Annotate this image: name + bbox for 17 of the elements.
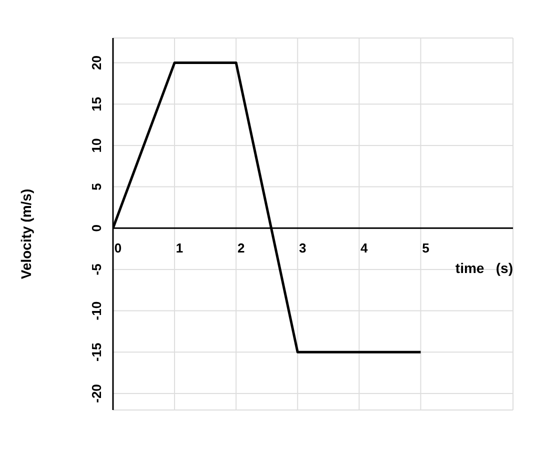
y-tick-label: 15 <box>89 96 104 112</box>
y-tick-label: -5 <box>89 264 104 276</box>
x-tick-label: 0 <box>114 240 122 256</box>
x-tick-label: 5 <box>422 240 430 256</box>
x-tick-label: 3 <box>299 240 306 256</box>
y-tick-label: 5 <box>89 183 104 190</box>
x-tick-label: 4 <box>360 240 369 256</box>
y-tick-label: 20 <box>89 56 104 70</box>
x-tick-label: 1 <box>176 240 184 256</box>
x-tick-label: 2 <box>237 240 245 256</box>
y-tick-label: 10 <box>89 138 104 153</box>
x-axis-title: time (s) <box>455 260 513 276</box>
y-tick-label: -20 <box>89 384 104 403</box>
y-tick-label: -10 <box>89 301 104 320</box>
y-tick-label: 0 <box>89 224 104 232</box>
y-tick-label: -15 <box>89 342 104 362</box>
y-axis-title: Velocity (m/s) <box>18 188 34 280</box>
